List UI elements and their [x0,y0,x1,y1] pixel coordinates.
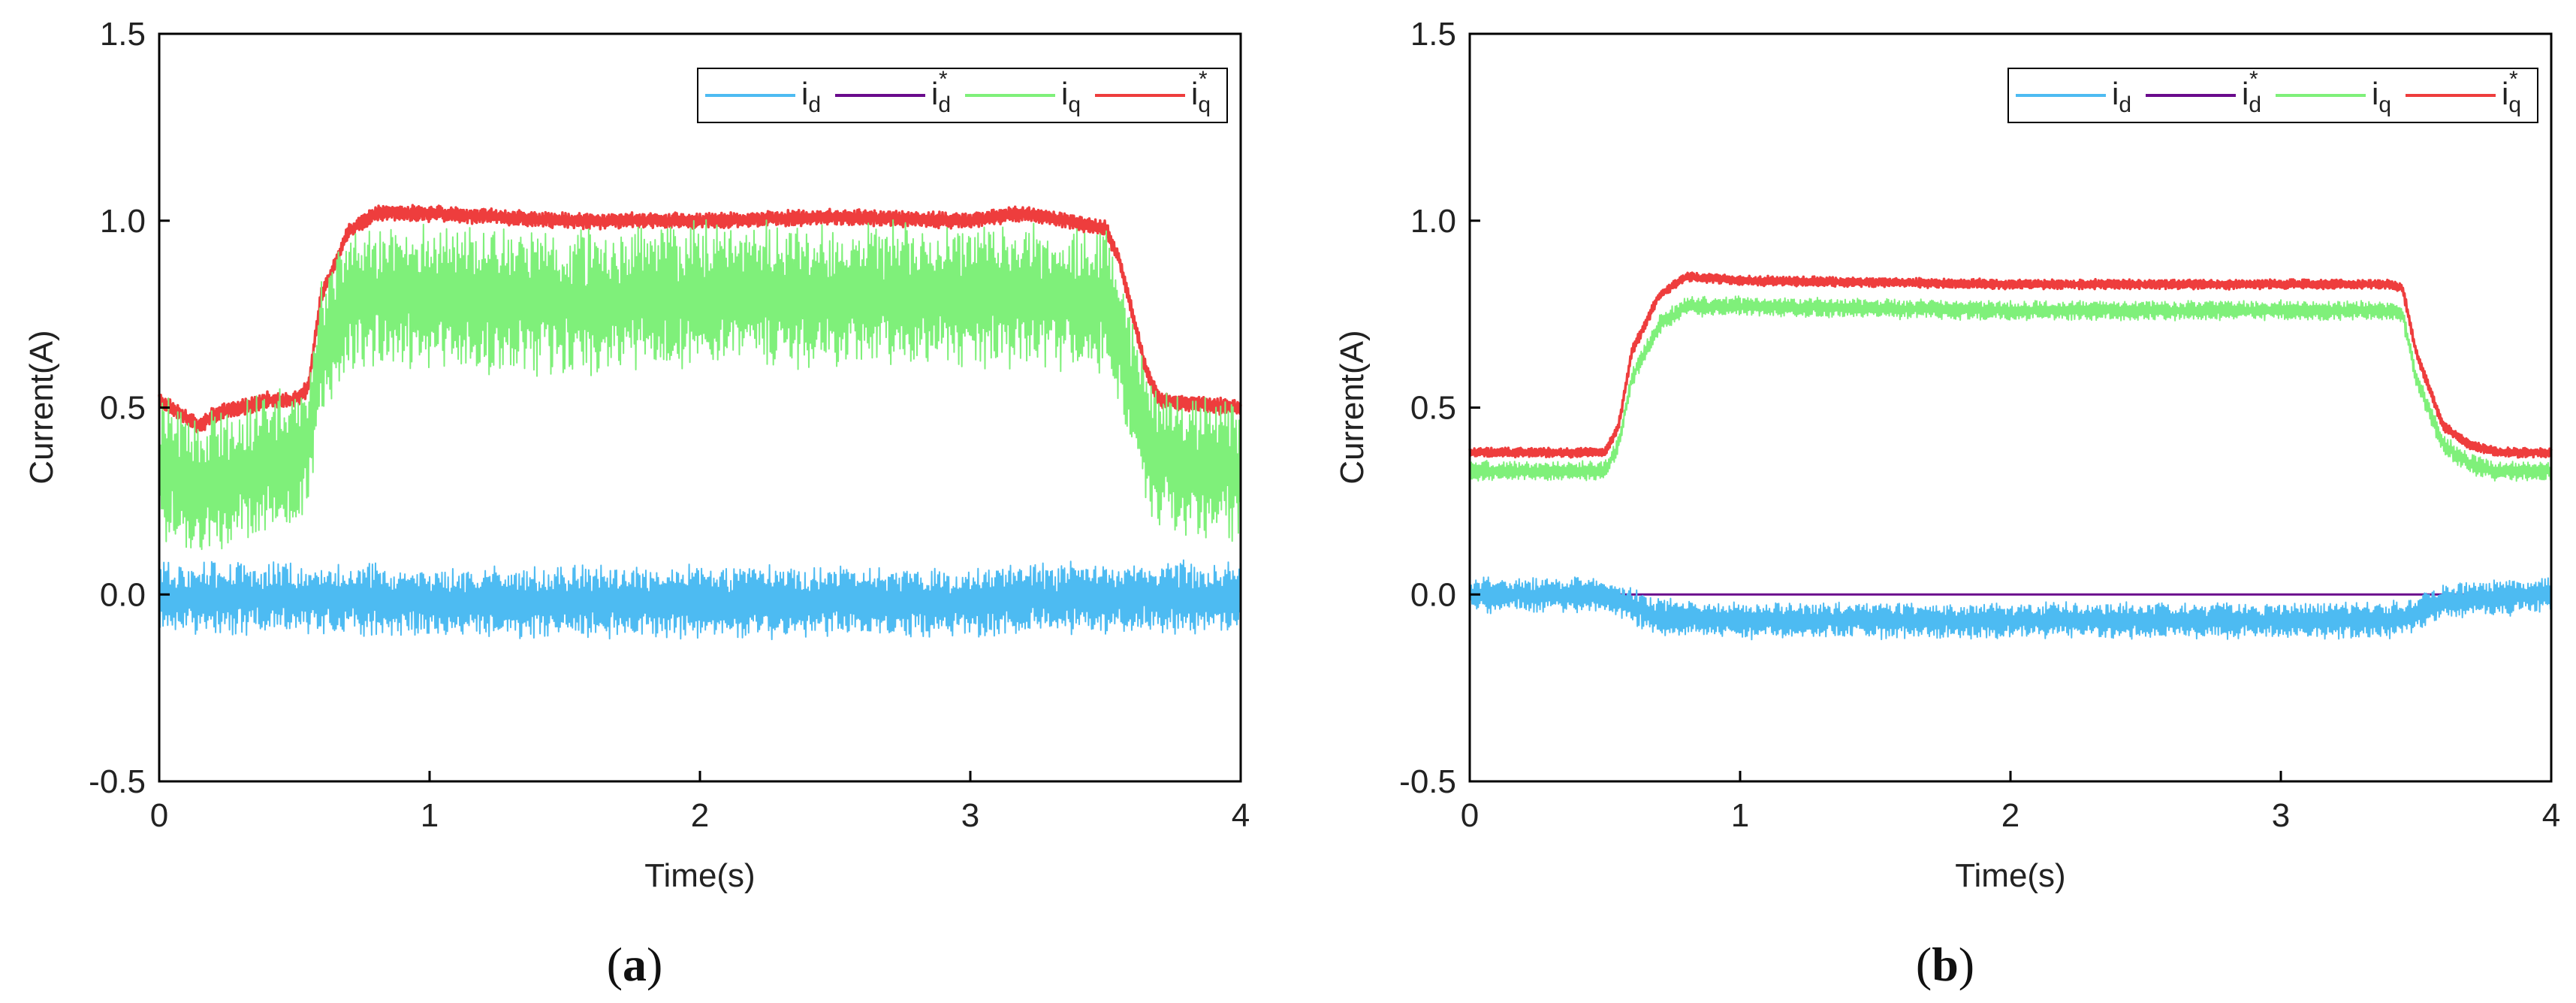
legend-label-sub: q [1198,92,1211,117]
legend-label: id [801,76,821,117]
plot-frame [1468,32,2553,783]
legend-label-main: i [2372,76,2378,111]
tick-layer: 0 1 2 3 4 -0.5 0.0 0.5 1.0 1.5 [1399,16,2560,834]
series-layer [1468,271,2553,641]
y-tick-label: -0.5 [89,763,146,800]
series-line-i-d [1469,576,2552,641]
chart-panel-a: 0 1 2 3 4 -0.5 0.0 0.5 1.0 1.5 Time(s) Current(A)… [23,16,1250,991]
x-tick-label: 4 [1232,797,1250,834]
tick-layer: 0 1 2 3 4 -0.5 0.0 0.5 1.0 1.5 [89,16,1250,834]
x-axis-title: Time(s) [644,857,755,894]
panel-letter-b: b [1932,938,1959,991]
legend-label-main: i [1061,76,1068,111]
legend-label-sub: d [808,92,821,117]
legend-label-sub: d [2249,92,2261,117]
y-tick-label: -0.5 [1399,763,1456,800]
legend-label-main: i [931,76,938,111]
y-tick-label: 0.5 [1410,390,1456,427]
panel-letter-a: a [623,938,647,991]
x-tick-label: 1 [421,797,439,834]
legend-label: id [2112,76,2131,117]
legend-label: id* [2242,67,2261,117]
legend-label-sub: q [2378,92,2391,117]
chart-panel-b: 0 1 2 3 4 -0.5 0.0 0.5 1.0 1.5 Time(s) Current(A)… [1334,16,2560,991]
legend-label-sub: d [938,92,951,117]
legend-label-main: i [2502,76,2508,111]
legend-label-sup: * [1199,67,1208,92]
y-tick-label: 0.5 [100,390,146,427]
y-tick-label: 1.0 [1410,203,1456,240]
legend-label-sup: * [2509,67,2518,92]
series-line-i-q [1469,295,2552,482]
x-axis-title: Time(s) [1955,857,2065,894]
panel-tag-b: (b) [1916,938,1974,991]
legend-label-main: i [801,76,808,111]
legend-label: iq* [2502,67,2521,117]
y-axis-title: Current(A) [1334,330,1371,484]
legend-label-sub: q [1068,92,1081,117]
series-line-i-q [158,219,1241,551]
legend-label: iq [2372,76,2391,117]
legend-label-main: i [1191,76,1198,111]
series-layer [158,204,1242,641]
legend-label-sub: d [2119,92,2131,117]
plot-frame [158,32,1242,783]
series-line-i-d [158,559,1241,641]
x-tick-label: 4 [2542,797,2560,834]
legend-label: iq [1061,76,1081,117]
series-line-i-q-ref [158,204,1242,434]
y-tick-label: 0.0 [100,576,146,613]
x-tick-label: 1 [1731,797,1749,834]
y-tick-label: 1.5 [100,16,146,53]
x-tick-label: 2 [2001,797,2019,834]
legend-label-sub: q [2508,92,2521,117]
x-tick-label: 0 [150,797,168,834]
legend-label-sup: * [939,67,948,92]
legend-label-sup: * [2249,67,2258,92]
x-tick-label: 3 [961,797,979,834]
series-line-i-q-ref [1468,271,2553,459]
legend: id id* iq iq* [697,67,1228,123]
x-tick-label: 2 [691,797,709,834]
y-tick-label: 1.5 [1410,16,1456,53]
panel-tag-a: (a) [607,938,663,991]
legend-label-main: i [2242,76,2249,111]
legend-label: iq* [1191,67,1211,117]
legend-label: id* [931,67,951,117]
y-tick-label: 1.0 [100,203,146,240]
legend: id id* iq iq* [2007,67,2538,123]
x-tick-label: 3 [2272,797,2290,834]
legend-label-main: i [2112,76,2119,111]
y-tick-label: 0.0 [1410,576,1456,613]
y-axis-title: Current(A) [23,330,60,484]
x-tick-label: 0 [1461,797,1479,834]
